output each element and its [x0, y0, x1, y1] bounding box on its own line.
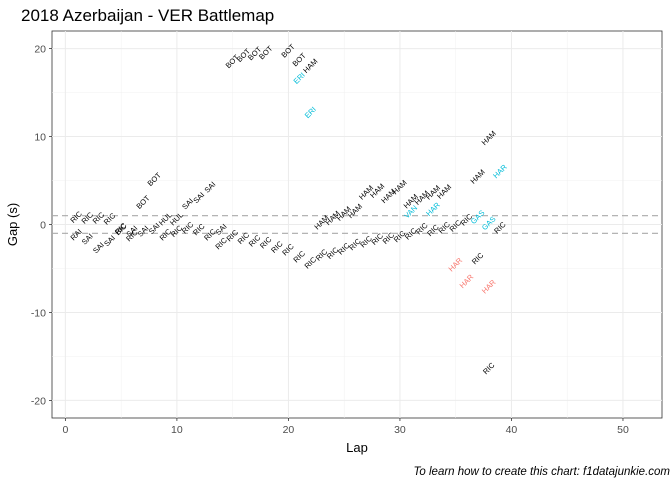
major-gridlines	[52, 31, 662, 418]
chart-caption: To learn how to create this chart: f1dat…	[413, 466, 670, 478]
y-axis-title: Gap (s)	[5, 203, 20, 246]
y-tick-label: -20	[31, 395, 46, 407]
y-tick-label: 10	[34, 132, 46, 144]
x-tick-label: 0	[62, 424, 68, 436]
y-axis-ticks: -20 -10 0 10 20	[31, 44, 52, 407]
chart-title: 2018 Azerbaijan - VER Battlemap	[21, 6, 274, 25]
x-tick-label: 40	[506, 424, 518, 436]
x-tick-label: 10	[171, 424, 183, 436]
y-tick-label: 0	[40, 220, 46, 232]
y-tick-label: 20	[34, 44, 46, 56]
x-tick-label: 30	[394, 424, 406, 436]
x-tick-label: 50	[617, 424, 629, 436]
x-axis-ticks: 0 10 20 30 40 50	[62, 418, 629, 436]
y-tick-label: -10	[31, 307, 46, 319]
reference-lines	[52, 215, 662, 234]
x-axis-title: Lap	[346, 440, 368, 455]
minor-gridlines	[52, 31, 662, 418]
x-tick-label: 20	[283, 424, 295, 436]
